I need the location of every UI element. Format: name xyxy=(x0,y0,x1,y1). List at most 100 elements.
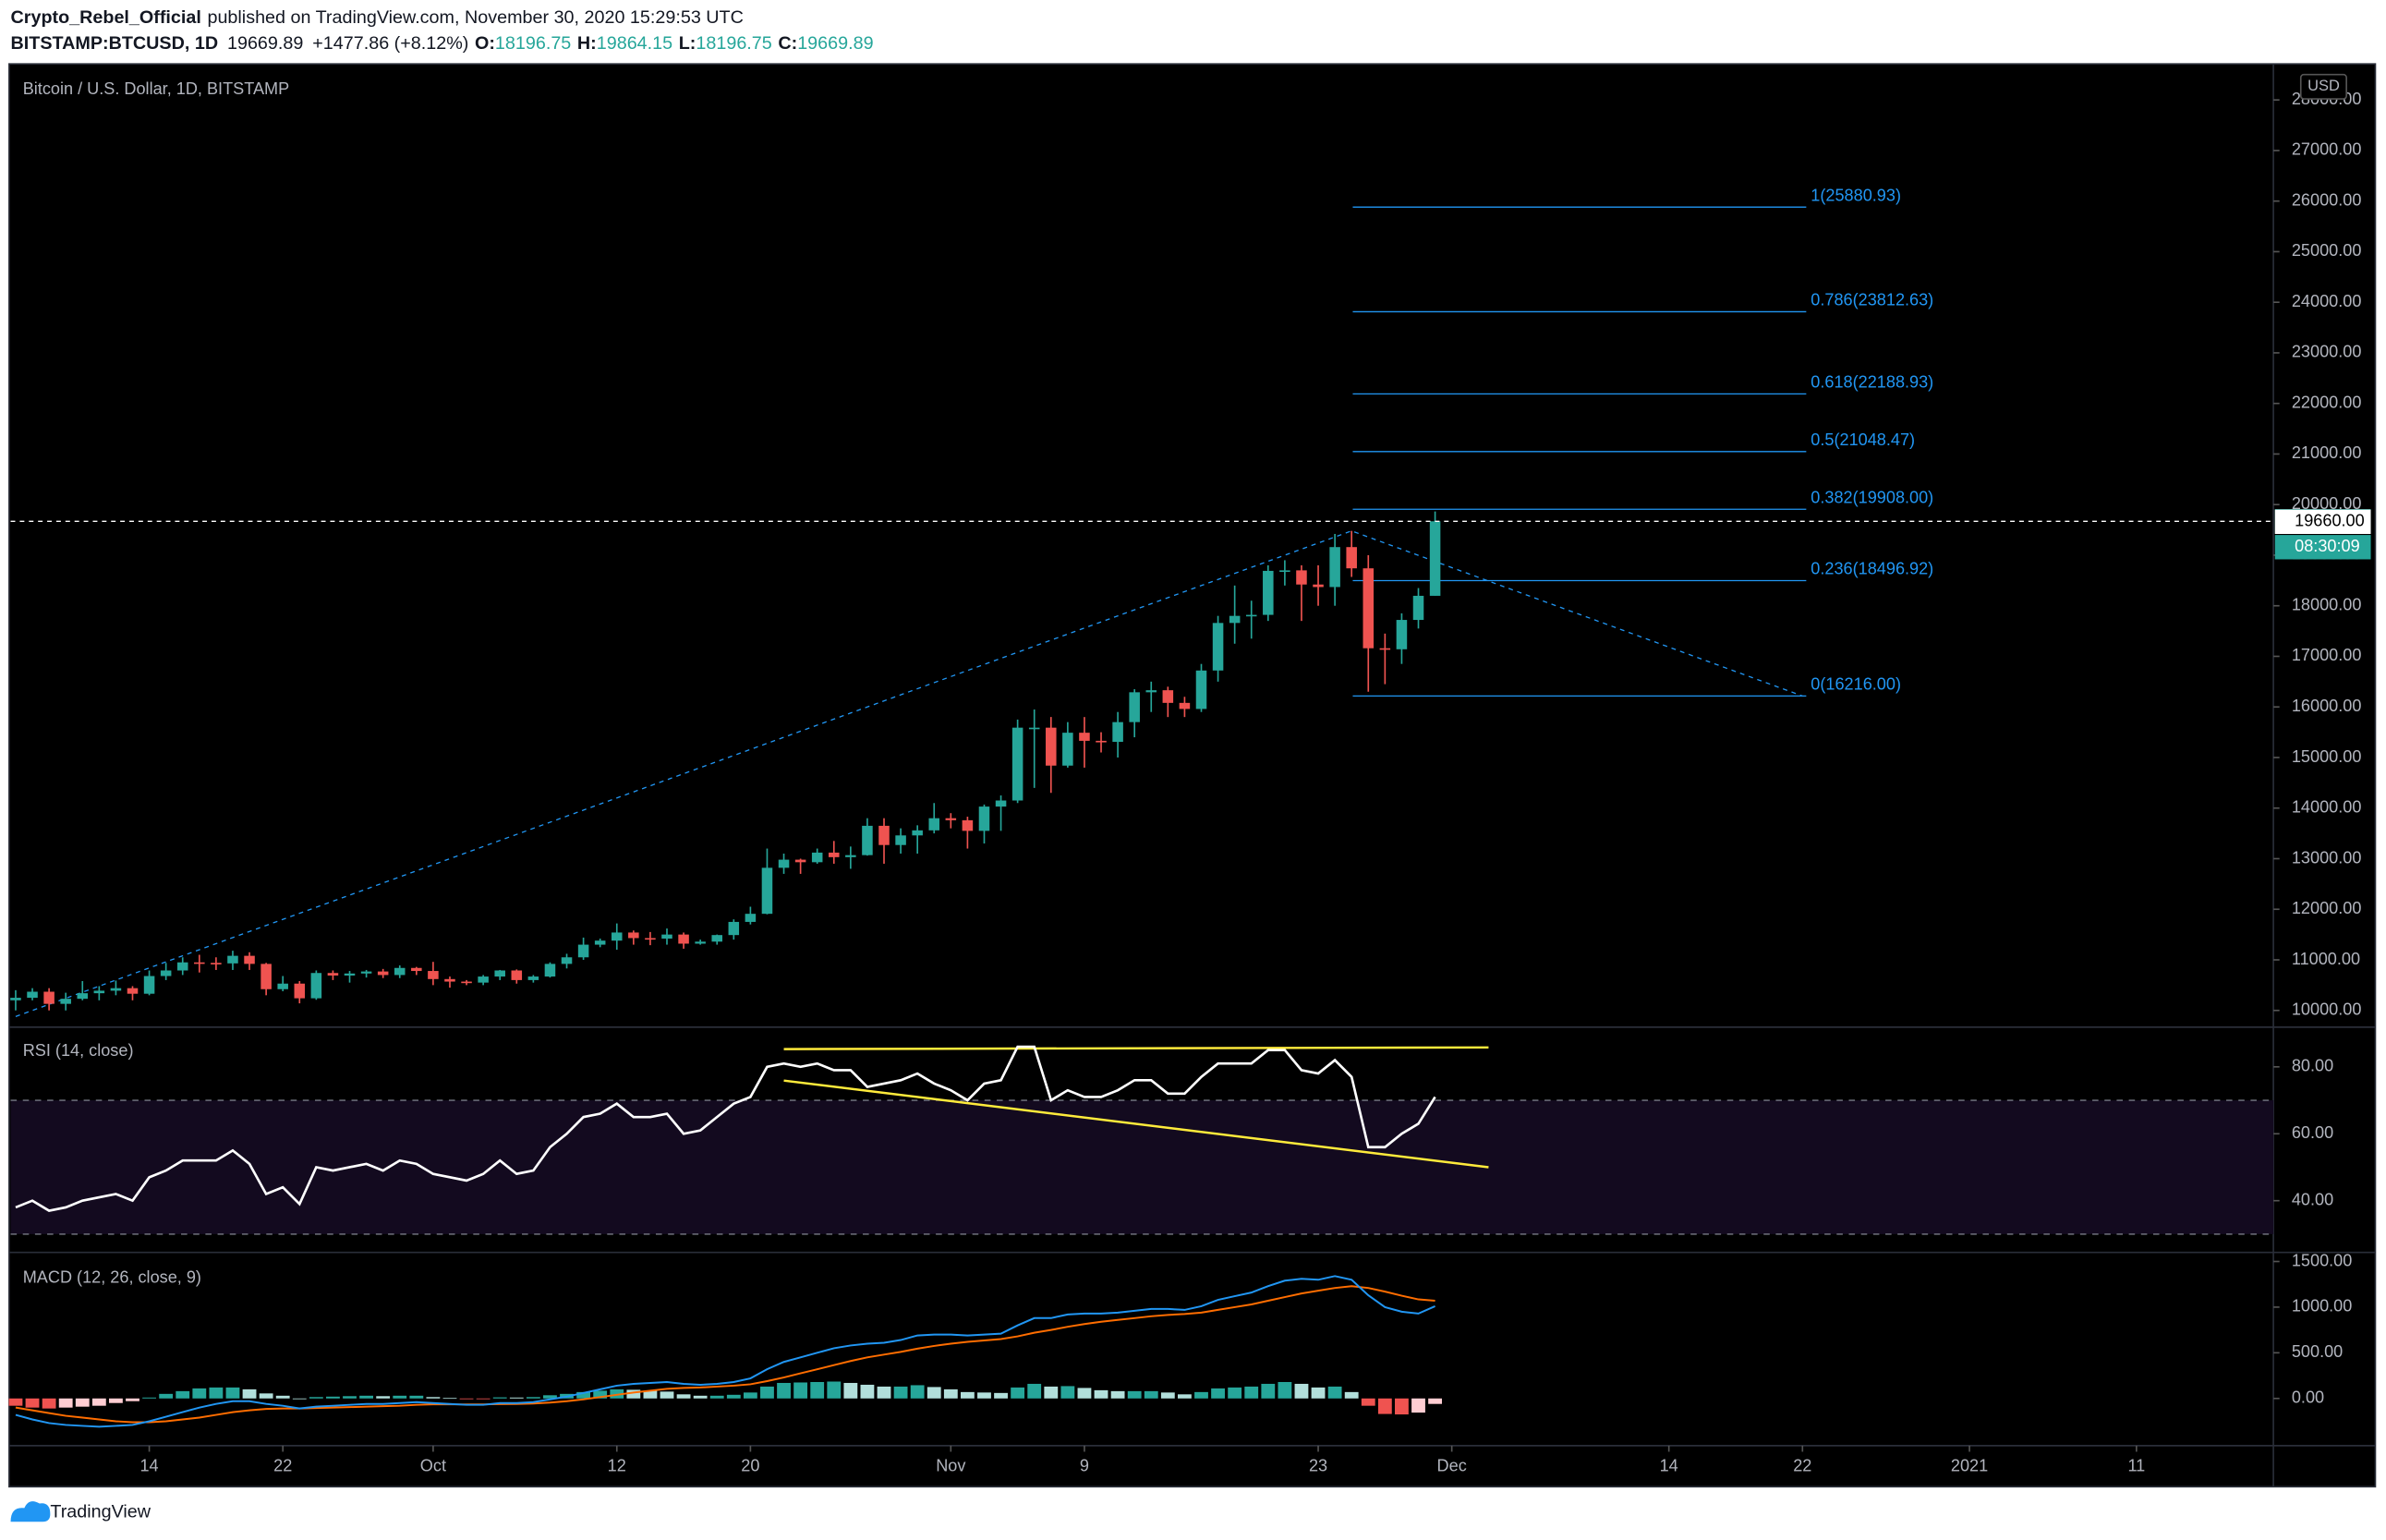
histogram-bar xyxy=(1094,1389,1108,1399)
histogram-bar xyxy=(726,1394,741,1399)
histogram-bar xyxy=(827,1381,842,1399)
candle-body xyxy=(544,964,556,977)
candle-body xyxy=(1112,721,1123,743)
histogram-bar xyxy=(1027,1383,1042,1399)
histogram-bar xyxy=(1361,1398,1375,1406)
candle-body xyxy=(1363,568,1375,649)
candle-body xyxy=(1229,615,1241,624)
y-tick-label: 26000.00 xyxy=(2292,190,2362,209)
candle-body xyxy=(1296,570,1307,585)
candle-body xyxy=(1145,690,1157,693)
y-tick-label: 500.00 xyxy=(2292,1342,2343,1361)
histogram-bar xyxy=(393,1395,407,1399)
histogram-bar xyxy=(927,1387,941,1399)
histogram-bar xyxy=(1395,1398,1409,1415)
y-tick-label: 14000.00 xyxy=(2292,798,2362,817)
candle-body xyxy=(194,962,205,964)
x-tick-label: 11 xyxy=(2127,1457,2145,1475)
histogram-bar xyxy=(1228,1387,1242,1399)
candle-body xyxy=(10,998,21,1000)
histogram-bar xyxy=(159,1393,174,1399)
histogram-bar xyxy=(109,1398,123,1403)
candle-body xyxy=(110,988,122,991)
histogram-bar xyxy=(1244,1386,1259,1399)
y-tick-label: 24000.00 xyxy=(2292,292,2362,310)
histogram-bar xyxy=(810,1381,825,1399)
y-tick-label: 21000.00 xyxy=(2292,443,2362,462)
y-tick-label: 80.00 xyxy=(2292,1057,2333,1075)
histogram-bar xyxy=(743,1392,757,1399)
histogram-bar xyxy=(58,1398,73,1408)
candle-body xyxy=(577,944,589,958)
histogram-bar xyxy=(1327,1386,1342,1399)
candle-body xyxy=(60,999,71,1004)
candle-body xyxy=(527,976,539,980)
histogram-bar xyxy=(843,1382,858,1399)
candle-body xyxy=(494,970,505,977)
candle-body xyxy=(211,963,222,964)
histogram-bar xyxy=(1194,1391,1208,1399)
rsi-trend-line xyxy=(783,1046,1489,1050)
candle-body xyxy=(862,825,873,855)
rsi-line xyxy=(15,1045,1436,1212)
histogram-bar xyxy=(1011,1387,1025,1399)
histogram-bar xyxy=(910,1385,925,1399)
brand-name: TradingView xyxy=(50,1502,151,1522)
candle-body xyxy=(895,835,906,845)
fib-label: 0.5(21048.47) xyxy=(1811,430,1915,449)
candle-body xyxy=(628,932,639,939)
author: Crypto_Rebel_Official xyxy=(11,7,201,28)
ohlc-value: 18196.75 xyxy=(696,33,771,54)
candle-body xyxy=(978,806,990,831)
candle-body xyxy=(1129,692,1140,722)
histogram-bar xyxy=(176,1390,190,1399)
histogram-bar xyxy=(543,1395,557,1399)
candle-body xyxy=(176,962,188,971)
histogram-bar xyxy=(309,1397,323,1399)
histogram-bar xyxy=(492,1397,507,1399)
symbol-line: BITSTAMP:BTCUSD, 1D 19669.89 +1477.86 (+8.… xyxy=(11,33,874,54)
ohlc-key: H: xyxy=(577,33,597,54)
y-tick-label: 1000.00 xyxy=(2292,1297,2352,1316)
histogram-bar xyxy=(1344,1391,1359,1399)
histogram-bar xyxy=(1110,1390,1125,1399)
x-tick-label: 14 xyxy=(1660,1457,1678,1475)
brand-logo xyxy=(10,1501,51,1522)
candle-body xyxy=(1396,620,1408,649)
candle-body xyxy=(1062,733,1073,766)
rsi-trend-line xyxy=(783,1079,1489,1169)
y-tick-label: 60.00 xyxy=(2292,1123,2333,1142)
candle-body xyxy=(845,855,856,857)
histogram-bar xyxy=(75,1398,90,1407)
crosshair-tag xyxy=(2274,509,2371,535)
histogram-bar xyxy=(593,1390,608,1399)
histogram-bar xyxy=(326,1396,340,1399)
candle-body xyxy=(945,818,957,820)
publish-line: Crypto_Rebel_Official published on Tradin… xyxy=(11,7,744,28)
fib-label: 0.618(22188.93) xyxy=(1811,373,1933,392)
histogram-bar xyxy=(960,1391,975,1399)
candle-body xyxy=(878,825,890,845)
fib-label: 0(16216.00) xyxy=(1811,675,1901,694)
candle-body xyxy=(277,983,288,989)
candle-body xyxy=(745,914,757,922)
histogram-bar xyxy=(1428,1398,1442,1404)
histogram-bar xyxy=(877,1386,891,1399)
histogram-bar xyxy=(1261,1383,1276,1399)
y-tick-label: 17000.00 xyxy=(2292,646,2362,664)
histogram-bar xyxy=(126,1398,139,1401)
x-tick-label: 22 xyxy=(273,1457,292,1475)
candle-body xyxy=(928,818,940,831)
ohlc-value: 18196.75 xyxy=(495,33,571,54)
candle-body xyxy=(829,852,840,857)
candle-body xyxy=(394,967,406,976)
candle-body xyxy=(411,967,422,972)
ohlc-value: 19669.89 xyxy=(797,33,873,54)
histogram-bar xyxy=(676,1394,691,1399)
histogram-bar xyxy=(1211,1388,1225,1399)
chart-frame xyxy=(8,63,2377,1488)
candle-body xyxy=(1195,670,1207,709)
x-tick-label: 12 xyxy=(608,1457,626,1475)
histogram-bar xyxy=(760,1386,774,1399)
